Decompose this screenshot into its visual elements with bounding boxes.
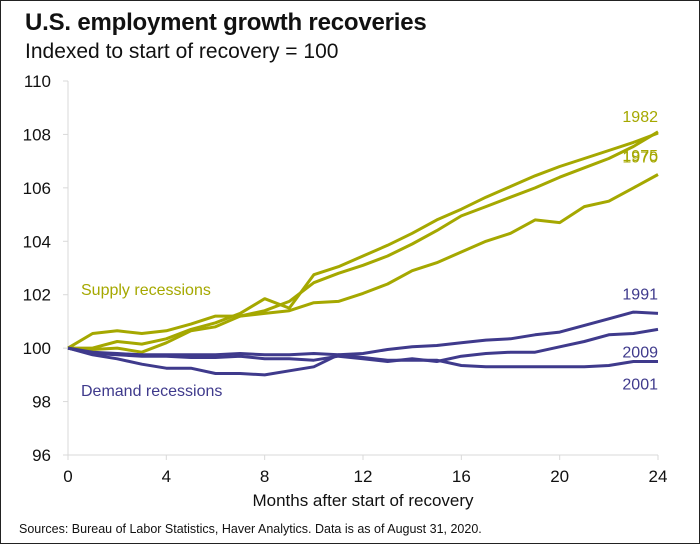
annotation-demand-recessions: Demand recessions — [81, 383, 222, 400]
series-line-1982 — [67, 130, 659, 354]
y-tick-label: 100 — [23, 339, 51, 358]
source-note: Sources: Bureau of Labor Statistics, Hav… — [19, 522, 482, 536]
y-tick-label: 110 — [24, 72, 51, 91]
x-tick-label: 20 — [550, 467, 569, 486]
x-tick-label: 0 — [63, 467, 72, 486]
y-tick-label: 108 — [23, 125, 51, 144]
series-line-2001 — [67, 346, 658, 377]
series-label-1975: 1975 — [622, 148, 658, 165]
y-tick-label: 106 — [23, 179, 51, 198]
x-axis-title: Months after start of recovery — [252, 491, 474, 510]
series-label-1982: 1982 — [622, 109, 658, 126]
x-tick-label: 8 — [260, 467, 269, 486]
x-tick-label: 12 — [354, 467, 373, 486]
series-label-1970: 1970 — [622, 150, 658, 167]
series-line-1991 — [67, 310, 659, 357]
x-tick-label: 16 — [452, 467, 471, 486]
y-tick-label: 96 — [32, 446, 51, 465]
x-tick-label: 4 — [162, 467, 171, 486]
y-tick-label: 98 — [32, 393, 51, 412]
series-label-1991: 1991 — [622, 286, 658, 303]
chart-subtitle: Indexed to start of recovery = 100 — [25, 40, 339, 63]
series-line-1970 — [67, 173, 659, 350]
y-tick-label: 102 — [23, 286, 51, 305]
y-tick-label: 104 — [23, 232, 51, 251]
chart-title: U.S. employment growth recoveries — [25, 9, 427, 36]
x-tick-label: 24 — [649, 467, 668, 486]
series-label-2001: 2001 — [622, 377, 658, 394]
annotation-supply-recessions: Supply recessions — [81, 282, 211, 299]
series-line-1975 — [68, 131, 659, 350]
series-label-2009: 2009 — [622, 344, 658, 361]
